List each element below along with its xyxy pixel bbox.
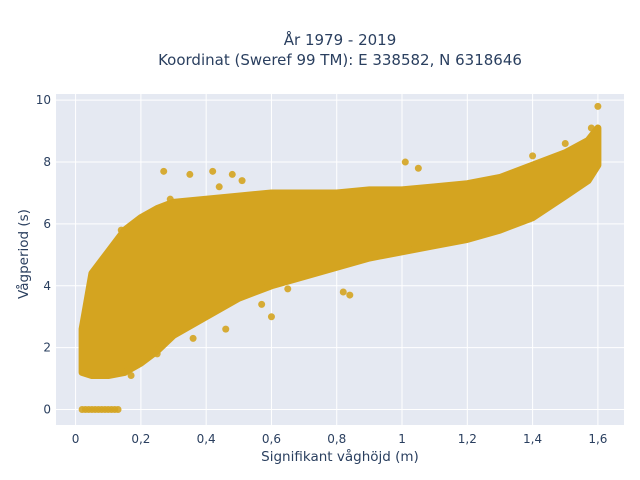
scatter-point [561,139,569,147]
scatter-point [209,167,217,175]
scatter-band-layer [78,124,602,379]
y-tick-label: 8 [43,155,51,169]
scatter-point [339,288,347,296]
x-tick-label: 0 [72,432,80,446]
scatter-point [228,170,236,178]
scatter-point [166,195,174,203]
chart-title-line-2: Koordinat (Sweref 99 TM): E 338582, N 63… [158,51,522,69]
x-tick-label: 1,4 [523,432,542,446]
y-tick-label: 10 [36,93,51,107]
scatter-point [160,167,168,175]
scatter-point [153,350,161,358]
scatter-point [117,226,125,234]
scatter-point [127,372,135,380]
scatter-point [346,291,354,299]
scatter-point [238,177,246,185]
scatter-point [189,334,197,342]
scatter-point [529,152,537,160]
x-tick-label: 0,4 [197,432,216,446]
x-tick-label: 0,8 [327,432,346,446]
y-axis-ticks: 0 2 4 6 8 10 [36,93,51,416]
scatter-points-layer [78,102,602,414]
scatter-point [594,102,602,110]
scatter-point [186,170,194,178]
y-tick-label: 0 [43,403,51,417]
scatter-point [284,285,292,293]
x-tick-label: 1 [398,432,406,446]
y-axis-title: Vågperiod (s) [15,209,32,299]
zero-period-point [114,406,122,414]
chart-title-line-1: År 1979 - 2019 [283,31,397,49]
scatter-point [215,183,223,191]
scatter-point [401,158,409,166]
scatter-point [222,325,230,333]
scatter-point [591,130,599,138]
scatter-point [258,300,266,308]
x-tick-label: 0,2 [131,432,150,446]
scatter-density-band [78,124,602,379]
y-tick-label: 4 [43,279,51,293]
x-axis-ticks: 0 0,2 0,4 0,6 0,8 1 1,2 1,4 1,6 [72,432,608,446]
scatter-point [587,124,595,132]
x-tick-label: 0,6 [262,432,281,446]
x-axis-title: Signifikant våghöjd (m) [261,448,419,465]
x-tick-label: 1,6 [588,432,607,446]
x-tick-label: 1,2 [458,432,477,446]
y-tick-label: 6 [43,217,51,231]
scatter-point [267,313,275,321]
y-tick-label: 2 [43,341,51,355]
scatter-point [414,164,422,172]
